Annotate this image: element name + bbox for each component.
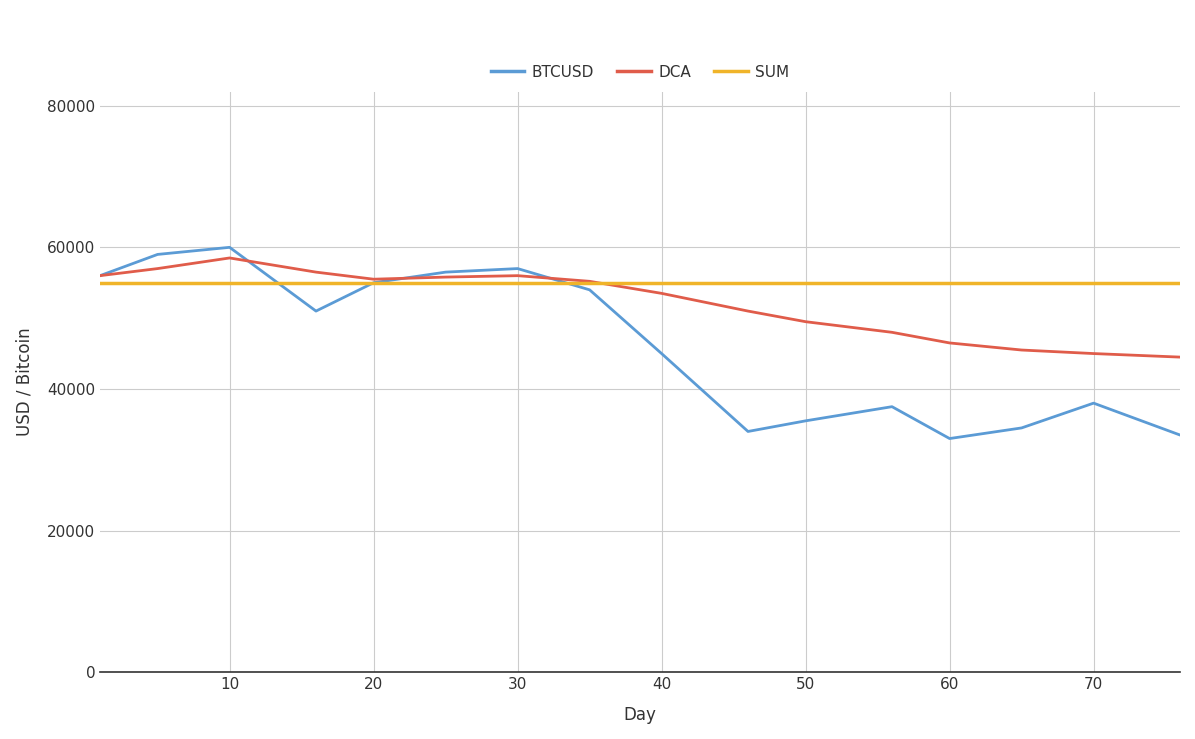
- BTCUSD: [798, 416, 813, 425]
- DCA: [655, 289, 669, 298]
- X-axis label: Day: Day: [624, 706, 656, 724]
- BTCUSD: [222, 243, 237, 252]
- DCA: [1015, 346, 1029, 355]
- BTCUSD: [1015, 423, 1029, 432]
- DCA: [1086, 349, 1101, 358]
- BTCUSD: [1172, 431, 1187, 440]
- BTCUSD: [151, 250, 165, 259]
- DCA: [1172, 353, 1187, 361]
- BTCUSD: [884, 402, 899, 411]
- DCA: [798, 317, 813, 326]
- Line: BTCUSD: BTCUSD: [100, 248, 1179, 438]
- DCA: [151, 264, 165, 273]
- DCA: [308, 268, 323, 276]
- BTCUSD: [510, 264, 525, 273]
- DCA: [222, 253, 237, 262]
- Line: DCA: DCA: [100, 258, 1179, 357]
- Legend: BTCUSD, DCA, SUM: BTCUSD, DCA, SUM: [484, 58, 796, 86]
- DCA: [884, 328, 899, 337]
- DCA: [367, 275, 381, 284]
- DCA: [439, 273, 453, 282]
- BTCUSD: [93, 271, 108, 280]
- BTCUSD: [1086, 399, 1101, 408]
- BTCUSD: [741, 427, 755, 436]
- BTCUSD: [943, 434, 957, 443]
- BTCUSD: [582, 285, 596, 294]
- BTCUSD: [439, 268, 453, 276]
- DCA: [943, 338, 957, 347]
- DCA: [93, 271, 108, 280]
- DCA: [510, 271, 525, 280]
- BTCUSD: [308, 307, 323, 316]
- BTCUSD: [367, 279, 381, 287]
- Y-axis label: USD / Bitcoin: USD / Bitcoin: [16, 327, 33, 436]
- DCA: [582, 277, 596, 286]
- BTCUSD: [655, 349, 669, 358]
- DCA: [741, 307, 755, 316]
